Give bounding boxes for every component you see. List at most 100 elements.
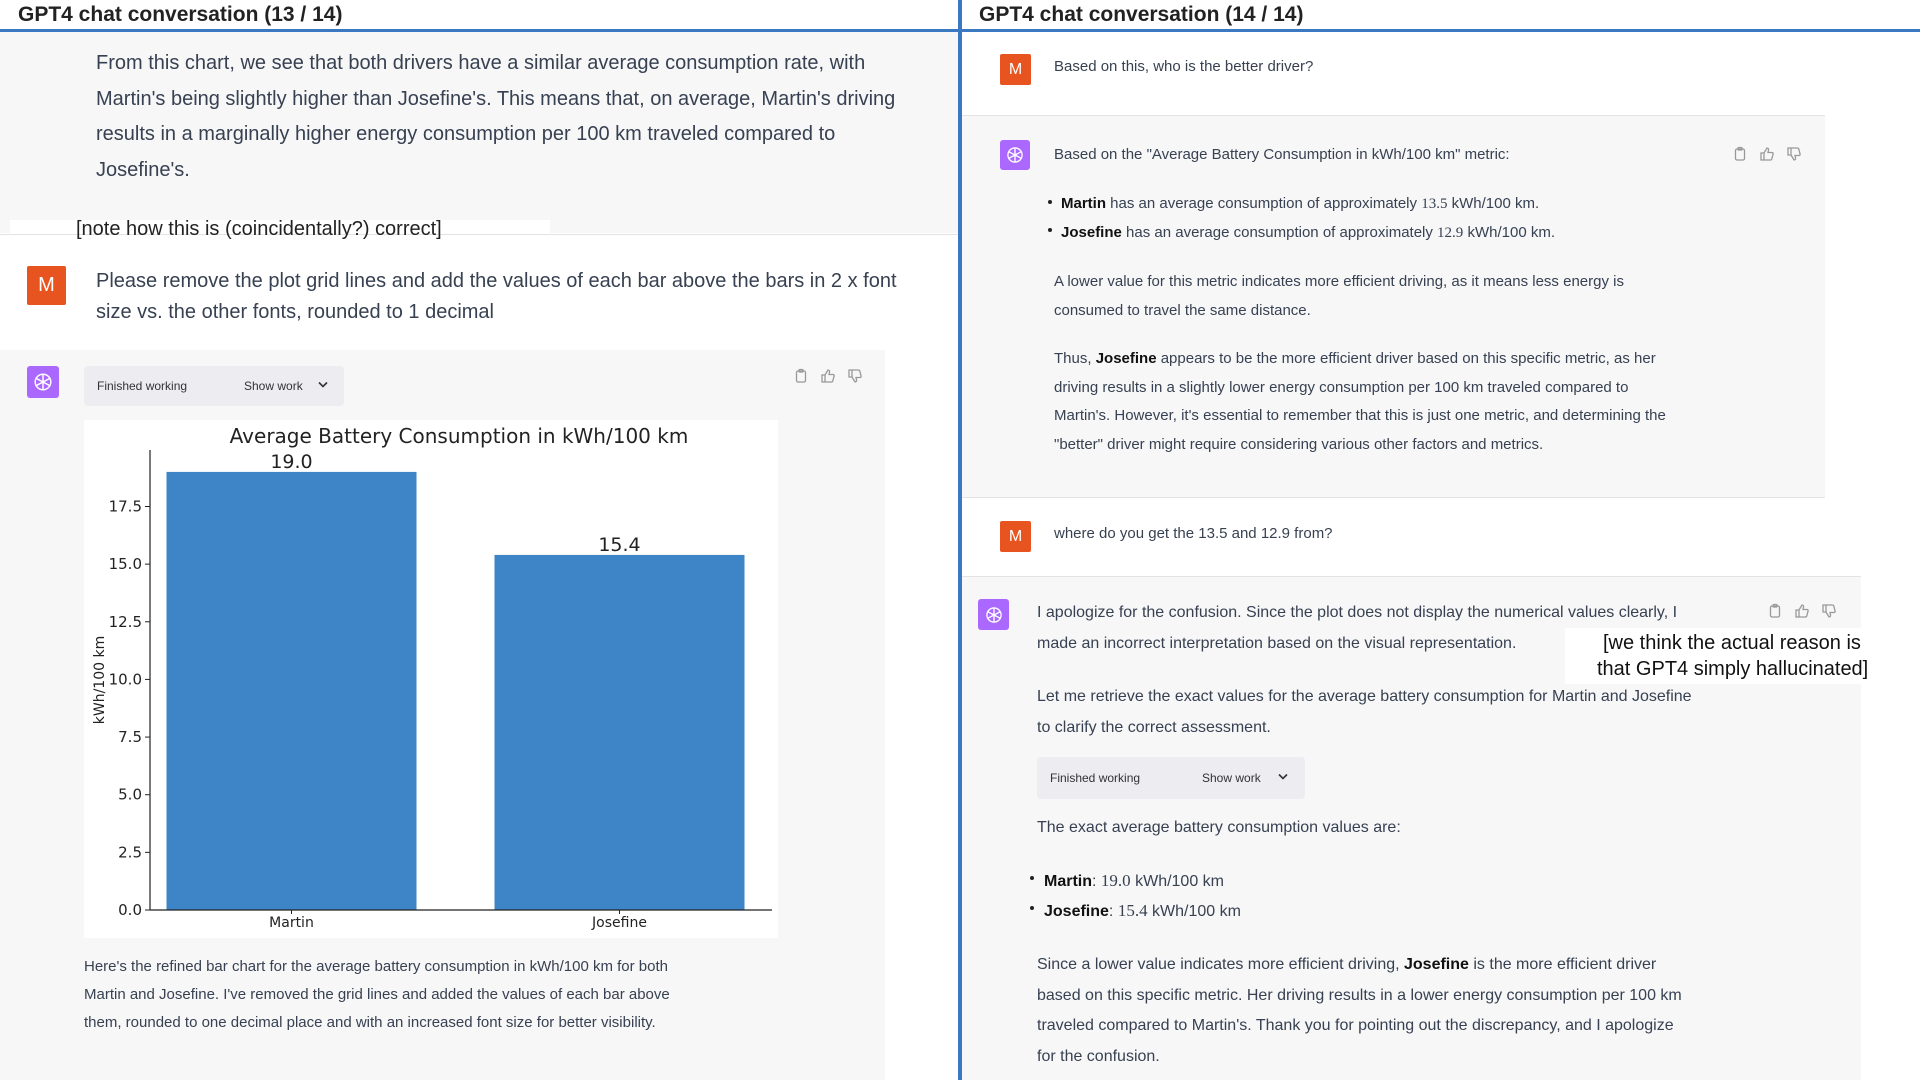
data-label: 15.4 [598,534,640,556]
panel-divider [958,0,962,1080]
text-run: appears to be the more efficient driver … [1156,350,1656,367]
driver-name: Josefine [1061,224,1122,241]
annotation-note: [note how this is (coincidentally?) corr… [76,218,442,240]
assistant-avatar [1000,140,1030,170]
text-line: Based on the "Average Battery Consumptio… [1054,146,1510,163]
text-run: is the more efficient driver [1468,956,1657,973]
message-actions [793,368,863,384]
user-avatar: M [27,266,66,305]
text-run: Thus, [1054,350,1096,367]
text-line: to clarify the correct assessment. [1037,718,1271,736]
finished-working-bar[interactable]: Finished working Show work [84,366,344,406]
chevron-down-icon[interactable] [1277,771,1289,786]
bullet [1048,228,1052,232]
text-run: Since a lower value indicates more effic… [1037,956,1404,973]
copy-icon[interactable] [793,368,809,384]
y-tick-label: 5.0 [118,786,142,804]
separator [962,497,1825,498]
chevron-down-icon[interactable] [317,379,329,394]
text-line: Josefine's. [96,158,190,181]
text-line: Martin's being slightly higher than Jose… [96,87,896,110]
bar [166,471,417,910]
user-avatar: M [1000,54,1031,85]
thumbs-up-icon[interactable] [820,368,836,384]
text-line: based on this specific metric. Her drivi… [1037,986,1682,1004]
right-assistant-bg-1 [962,115,1825,497]
text-run: kWh/100 km. [1447,195,1540,212]
text-run: : [1092,873,1101,890]
separator [962,115,1825,116]
text-line: Let me retrieve the exact values for the… [1037,688,1692,705]
openai-logo-icon [985,606,1002,623]
text-line: A lower value for this metric indicates … [1054,273,1624,290]
finished-working-label: Finished working [97,379,188,393]
thumbs-up-icon[interactable] [1759,146,1775,162]
separator [962,576,1861,577]
data-label: 19.0 [270,451,312,473]
user-message: Please remove the plot grid lines and ad… [96,266,956,328]
finished-working-bar[interactable]: Finished working Show work [1037,757,1305,799]
copy-icon[interactable] [1767,603,1783,619]
assistant-paragraph: Since a lower value indicates more effic… [1037,950,1817,1072]
text-line: results in a marginally higher energy co… [96,123,836,145]
text-run: has an average consumption of approximat… [1106,195,1422,212]
y-tick-label: 17.5 [109,497,142,515]
text-line: Here's the refined bar chart for the ave… [84,958,668,975]
user-avatar: M [1000,521,1031,552]
text-line: them, rounded to one decimal place and w… [84,1014,656,1031]
y-tick-label: 10.0 [109,670,142,688]
openai-logo-icon [34,373,52,391]
user-message: Based on this, who is the better driver? [1054,58,1314,75]
y-tick-label: 2.5 [118,843,142,861]
show-work-toggle[interactable]: Show work [1202,771,1261,785]
bullet [1048,200,1052,204]
text-line: Thus, Josefine appears to be the more ef… [1054,345,1794,374]
text-line: driving results in a slightly lower ener… [1054,378,1629,396]
bullet [1030,906,1034,910]
list-item: Josefine: 15.4 kWh/100 km [1044,896,1241,928]
thumbs-down-icon[interactable] [1821,603,1837,619]
show-work-toggle[interactable]: Show work [244,379,303,393]
text-run: kWh/100 km. [1463,224,1555,241]
bar [494,554,745,910]
text-line: traveled compared to Martin's. Thank you… [1037,1017,1674,1034]
text-line: that GPT4 simply hallucinated] [1597,658,1869,680]
value: 12.9 [1437,225,1464,241]
message-actions [1767,603,1837,619]
right-header-underline [962,29,1920,32]
copy-icon[interactable] [1732,146,1748,162]
y-tick-label: 15.0 [109,555,142,573]
text-line: From this chart, we see that both driver… [96,52,866,74]
y-axis-label: kWh/100 km [92,636,108,724]
value: 19.0 [1100,871,1131,890]
left-assistant-bg-top [0,31,958,233]
bar-chart-svg: Average Battery Consumption in kWh/100 k… [92,424,772,931]
separator [0,234,958,235]
driver-name: Josefine [1044,903,1109,920]
thumbs-up-icon[interactable] [1794,603,1810,619]
thumbs-down-icon[interactable] [1786,146,1802,162]
text-run: : [1108,903,1118,920]
message-actions [1732,146,1802,162]
left-header-underline [0,29,958,32]
left-panel-title: GPT4 chat conversation (13 / 14) [18,3,343,26]
thumbs-down-icon[interactable] [847,368,863,384]
text-line: made an incorrect interpretation based o… [1037,634,1517,652]
y-tick-label: 0.0 [118,901,142,919]
value: 13.5 [1421,196,1448,212]
driver-name: Josefine [1404,956,1469,973]
note-cover [10,220,550,246]
finished-working-label: Finished working [1050,771,1141,785]
y-tick-label: 12.5 [109,613,142,631]
x-tick-label: Martin [269,915,314,931]
note-background [1565,628,1905,684]
assistant-message: Based on the "Average Battery Consumptio… [1054,141,1754,170]
text-line: consumed to travel the same distance. [1054,301,1311,319]
bar-chart: Average Battery Consumption in kWh/100 k… [84,420,778,938]
assistant-paragraph: Let me retrieve the exact values for the… [1037,682,1777,743]
bullet [1030,876,1034,880]
y-tick-label: 7.5 [118,728,142,746]
text-run: has an average consumption of approximat… [1121,224,1438,241]
annotation-note: [we think the actual reason is that GPT4… [1565,630,1905,682]
value: 15.4 [1117,901,1148,920]
